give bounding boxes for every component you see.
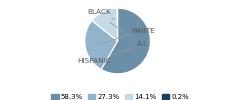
Legend: 58.3%, 27.3%, 14.1%, 0.2%: 58.3%, 27.3%, 14.1%, 0.2% — [50, 93, 190, 100]
Text: A.I.: A.I. — [110, 22, 148, 47]
Wedge shape — [92, 8, 118, 41]
Wedge shape — [85, 21, 118, 69]
Wedge shape — [101, 8, 150, 74]
Text: WHITE: WHITE — [98, 28, 156, 44]
Text: BLACK: BLACK — [88, 9, 115, 20]
Text: HISPANIC: HISPANIC — [77, 47, 135, 64]
Wedge shape — [117, 8, 118, 41]
